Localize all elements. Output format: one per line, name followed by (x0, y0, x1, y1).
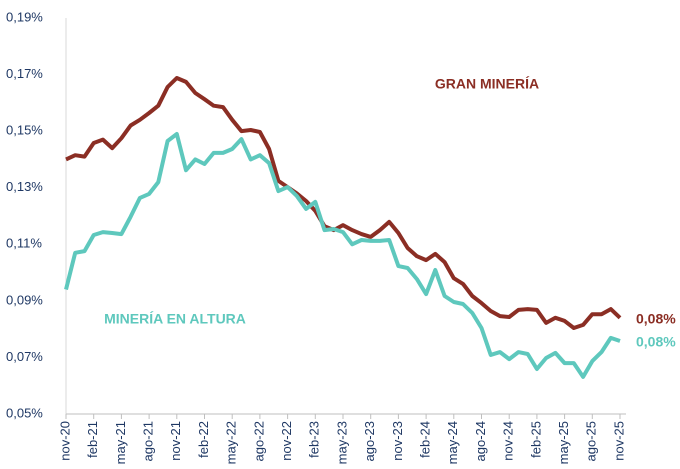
y-tick-label: 0,11% (6, 236, 42, 251)
series-line (64, 132, 621, 379)
x-tick-label: ago-23 (362, 421, 377, 461)
x-tick-label: ago-24 (473, 421, 488, 461)
y-tick-label: 0,09% (6, 292, 43, 307)
x-tick-label: feb-25 (528, 421, 543, 458)
y-tick-label: 0,19% (6, 9, 43, 24)
x-tick-label: ago-21 (141, 421, 156, 461)
x-tick-label: feb-22 (196, 421, 211, 458)
x-tick-label: nov-25 (611, 421, 626, 461)
x-tick-label: nov-20 (57, 421, 72, 461)
x-tick-label: ago-25 (584, 421, 599, 461)
x-tick-label: may-25 (556, 421, 571, 464)
y-tick-label: 0,15% (6, 123, 43, 138)
x-tick-label: nov-22 (279, 421, 294, 461)
x-tick-label: nov-24 (501, 421, 516, 461)
series-name: GRAN MINERÍA (435, 76, 539, 92)
x-tick-label: may-23 (334, 421, 349, 464)
x-tick-label: may-21 (113, 421, 128, 464)
series-line (65, 76, 622, 330)
series-name: MINERÍA EN ALTURA (104, 311, 246, 327)
x-tick-label: feb-24 (418, 421, 433, 458)
x-tick-label: nov-21 (168, 421, 183, 461)
x-tick-label: may-24 (445, 421, 460, 464)
y-tick-label: 0,07% (6, 349, 43, 364)
x-tick-label: nov-23 (390, 421, 405, 461)
x-tick-label: feb-21 (85, 421, 100, 458)
y-tick-label: 0,17% (6, 66, 43, 81)
y-tick-label: 0,13% (6, 179, 43, 194)
y-tick-label: 0,05% (6, 405, 43, 420)
x-tick-label: feb-23 (307, 421, 322, 458)
value-label: 0,08% (636, 311, 676, 327)
x-tick-label: ago-22 (251, 421, 266, 461)
value-label: 0,08% (636, 334, 676, 350)
x-tick-label: may-22 (224, 421, 239, 464)
